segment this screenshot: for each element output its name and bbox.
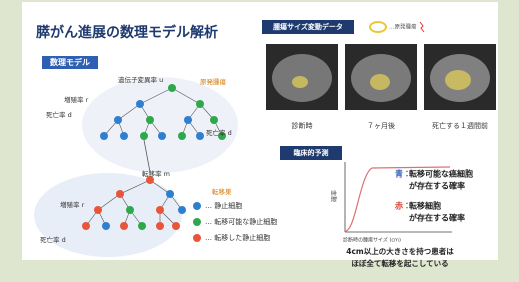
ct-caption: ７ヶ月後 xyxy=(367,121,395,130)
cell xyxy=(126,206,134,214)
ct-caption: 診断時 xyxy=(292,121,313,130)
ct-images xyxy=(266,44,496,110)
note-text: 転移細胞 xyxy=(409,201,441,211)
cell xyxy=(156,222,164,230)
ct-tumor xyxy=(370,74,390,90)
legend-dot xyxy=(193,234,201,242)
tree-label: 遺伝子変異率 u xyxy=(118,75,163,84)
key-text: …原発腫瘍 xyxy=(389,23,417,31)
slide-title: 膵がん進展の数理モデル解析 xyxy=(36,24,218,41)
cell xyxy=(146,116,154,124)
ct-tumor xyxy=(292,76,308,88)
legend-text: … 転移可能な静止細胞 xyxy=(205,217,277,226)
cell xyxy=(136,100,144,108)
cell xyxy=(158,132,166,140)
tree-label: 原発腫瘍 xyxy=(200,77,227,86)
legend-text: … 静止細胞 xyxy=(205,201,242,210)
cell xyxy=(82,222,90,230)
cell xyxy=(116,190,124,198)
tree-label: 増殖率 r xyxy=(64,95,89,104)
primary-region xyxy=(82,77,238,173)
cell xyxy=(138,222,146,230)
cell xyxy=(184,116,192,124)
cell xyxy=(140,132,148,140)
note-text: が存在する確率 xyxy=(409,213,465,223)
tree-label: 転移率 m xyxy=(142,169,170,178)
cell xyxy=(196,132,204,140)
conclusion: 4cm以上の大きさを持つ患者は xyxy=(346,246,454,256)
cell xyxy=(178,206,186,214)
legend-dot xyxy=(193,218,201,226)
ct-tumor xyxy=(445,70,471,90)
cell xyxy=(156,206,164,214)
cell xyxy=(120,222,128,230)
cell xyxy=(172,222,180,230)
cell xyxy=(178,132,186,140)
section-heading: 腫瘍サイズ変動データ xyxy=(273,22,343,31)
slide: 膵がん進展の数理モデル解析 数理モデル 遺伝子変異率 u 原発腫瘍 増殖率 r … xyxy=(0,0,519,282)
section-heading: 臨床的予測 xyxy=(294,148,329,157)
cell xyxy=(102,222,110,230)
tree-label: 死亡率 d xyxy=(206,128,232,137)
legend-dot xyxy=(193,202,201,210)
cell xyxy=(100,132,108,140)
cell xyxy=(120,132,128,140)
cell xyxy=(114,116,122,124)
tree-label: 死亡率 d xyxy=(40,235,66,244)
legend-text: … 転移した静止細胞 xyxy=(205,233,270,242)
cell xyxy=(168,84,176,92)
cell xyxy=(166,190,174,198)
tree-label: 転移巣 xyxy=(212,187,232,196)
note-text: が存在する確率 xyxy=(409,181,465,191)
cell xyxy=(196,100,204,108)
note-text: 転移可能な癌細胞 xyxy=(409,169,473,179)
conclusion: ほぼ全て転移を起こしている xyxy=(351,258,448,268)
tree-label: 死亡率 d xyxy=(46,110,72,119)
ct-caption: 死亡する１週間前 xyxy=(432,121,488,130)
x-axis-label: 診断時の腫瘍サイズ (cm) xyxy=(343,237,401,244)
cell xyxy=(94,206,102,214)
cell xyxy=(210,116,218,124)
y-axis-label: 確率 xyxy=(331,190,339,202)
section-heading: 数理モデル xyxy=(49,57,90,67)
tree-label: 増殖率 r xyxy=(60,200,85,209)
